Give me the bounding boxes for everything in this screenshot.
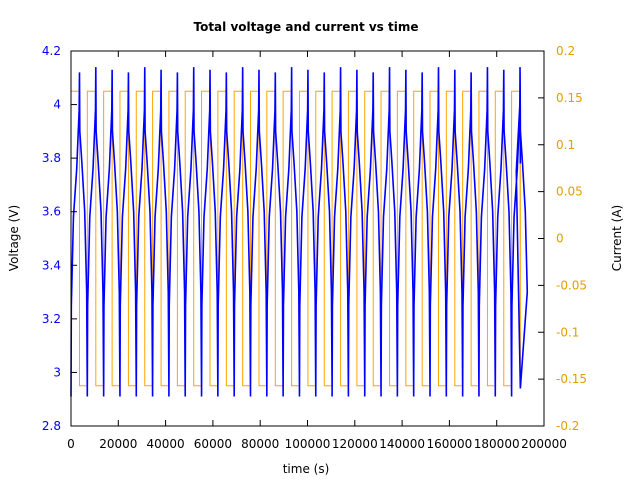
x-tick-label: 0 (67, 437, 75, 451)
voltage-series (70, 67, 529, 397)
y-tick-label: 3.4 (42, 258, 61, 272)
x-tick-label: 20000 (99, 437, 137, 451)
y2-tick-label: -0.1 (556, 325, 579, 339)
plot-area (70, 67, 529, 397)
y2-tick-label: 0.1 (556, 138, 575, 152)
x-tick-label: 100000 (285, 437, 331, 451)
x-tick-label: 60000 (194, 437, 232, 451)
x-tick-label: 180000 (474, 437, 520, 451)
x-axis: 0 20000 40000 60000 80000 100000 120000 140000 1… (67, 51, 567, 451)
x-tick-label: 80000 (241, 437, 279, 451)
y-tick-label: 3.2 (42, 312, 61, 326)
x-tick-label: 40000 (147, 437, 185, 451)
y2-tick-label: 0.2 (556, 44, 575, 58)
y2-tick-label: -0.05 (556, 278, 587, 292)
y2-axis-label: Current (A) (610, 205, 624, 271)
x-axis-label: time (s) (283, 462, 330, 476)
y-tick-label: 2.8 (42, 419, 61, 433)
y2-tick-label: 0.15 (556, 91, 583, 105)
y2-tick-label: 0 (556, 232, 564, 246)
y-axis-current: -0.2 -0.15 -0.1 -0.05 0 0.05 0.1 0.15 0.2 (538, 44, 587, 433)
y2-tick-label: -0.15 (556, 372, 587, 386)
y-axis-label: Voltage (V) (7, 205, 21, 271)
y-tick-label: 3.6 (42, 205, 61, 219)
y2-tick-label: -0.2 (556, 419, 579, 433)
voltage-line (70, 67, 529, 397)
y-tick-label: 4 (53, 98, 61, 112)
x-tick-label: 200000 (521, 437, 567, 451)
x-tick-label: 160000 (426, 437, 472, 451)
x-tick-label: 140000 (379, 437, 425, 451)
x-tick-label: 120000 (332, 437, 378, 451)
y-tick-label: 3 (53, 365, 61, 379)
y-tick-label: 4.2 (42, 44, 61, 58)
y-axis-voltage: 2.8 3 3.2 3.4 3.6 3.8 4 4.2 (42, 44, 77, 433)
y2-tick-label: 0.05 (556, 185, 583, 199)
current-series (71, 90, 521, 387)
current-line (71, 90, 521, 387)
chart-title: Total voltage and current vs time (193, 20, 418, 34)
y-tick-label: 3.8 (42, 151, 61, 165)
